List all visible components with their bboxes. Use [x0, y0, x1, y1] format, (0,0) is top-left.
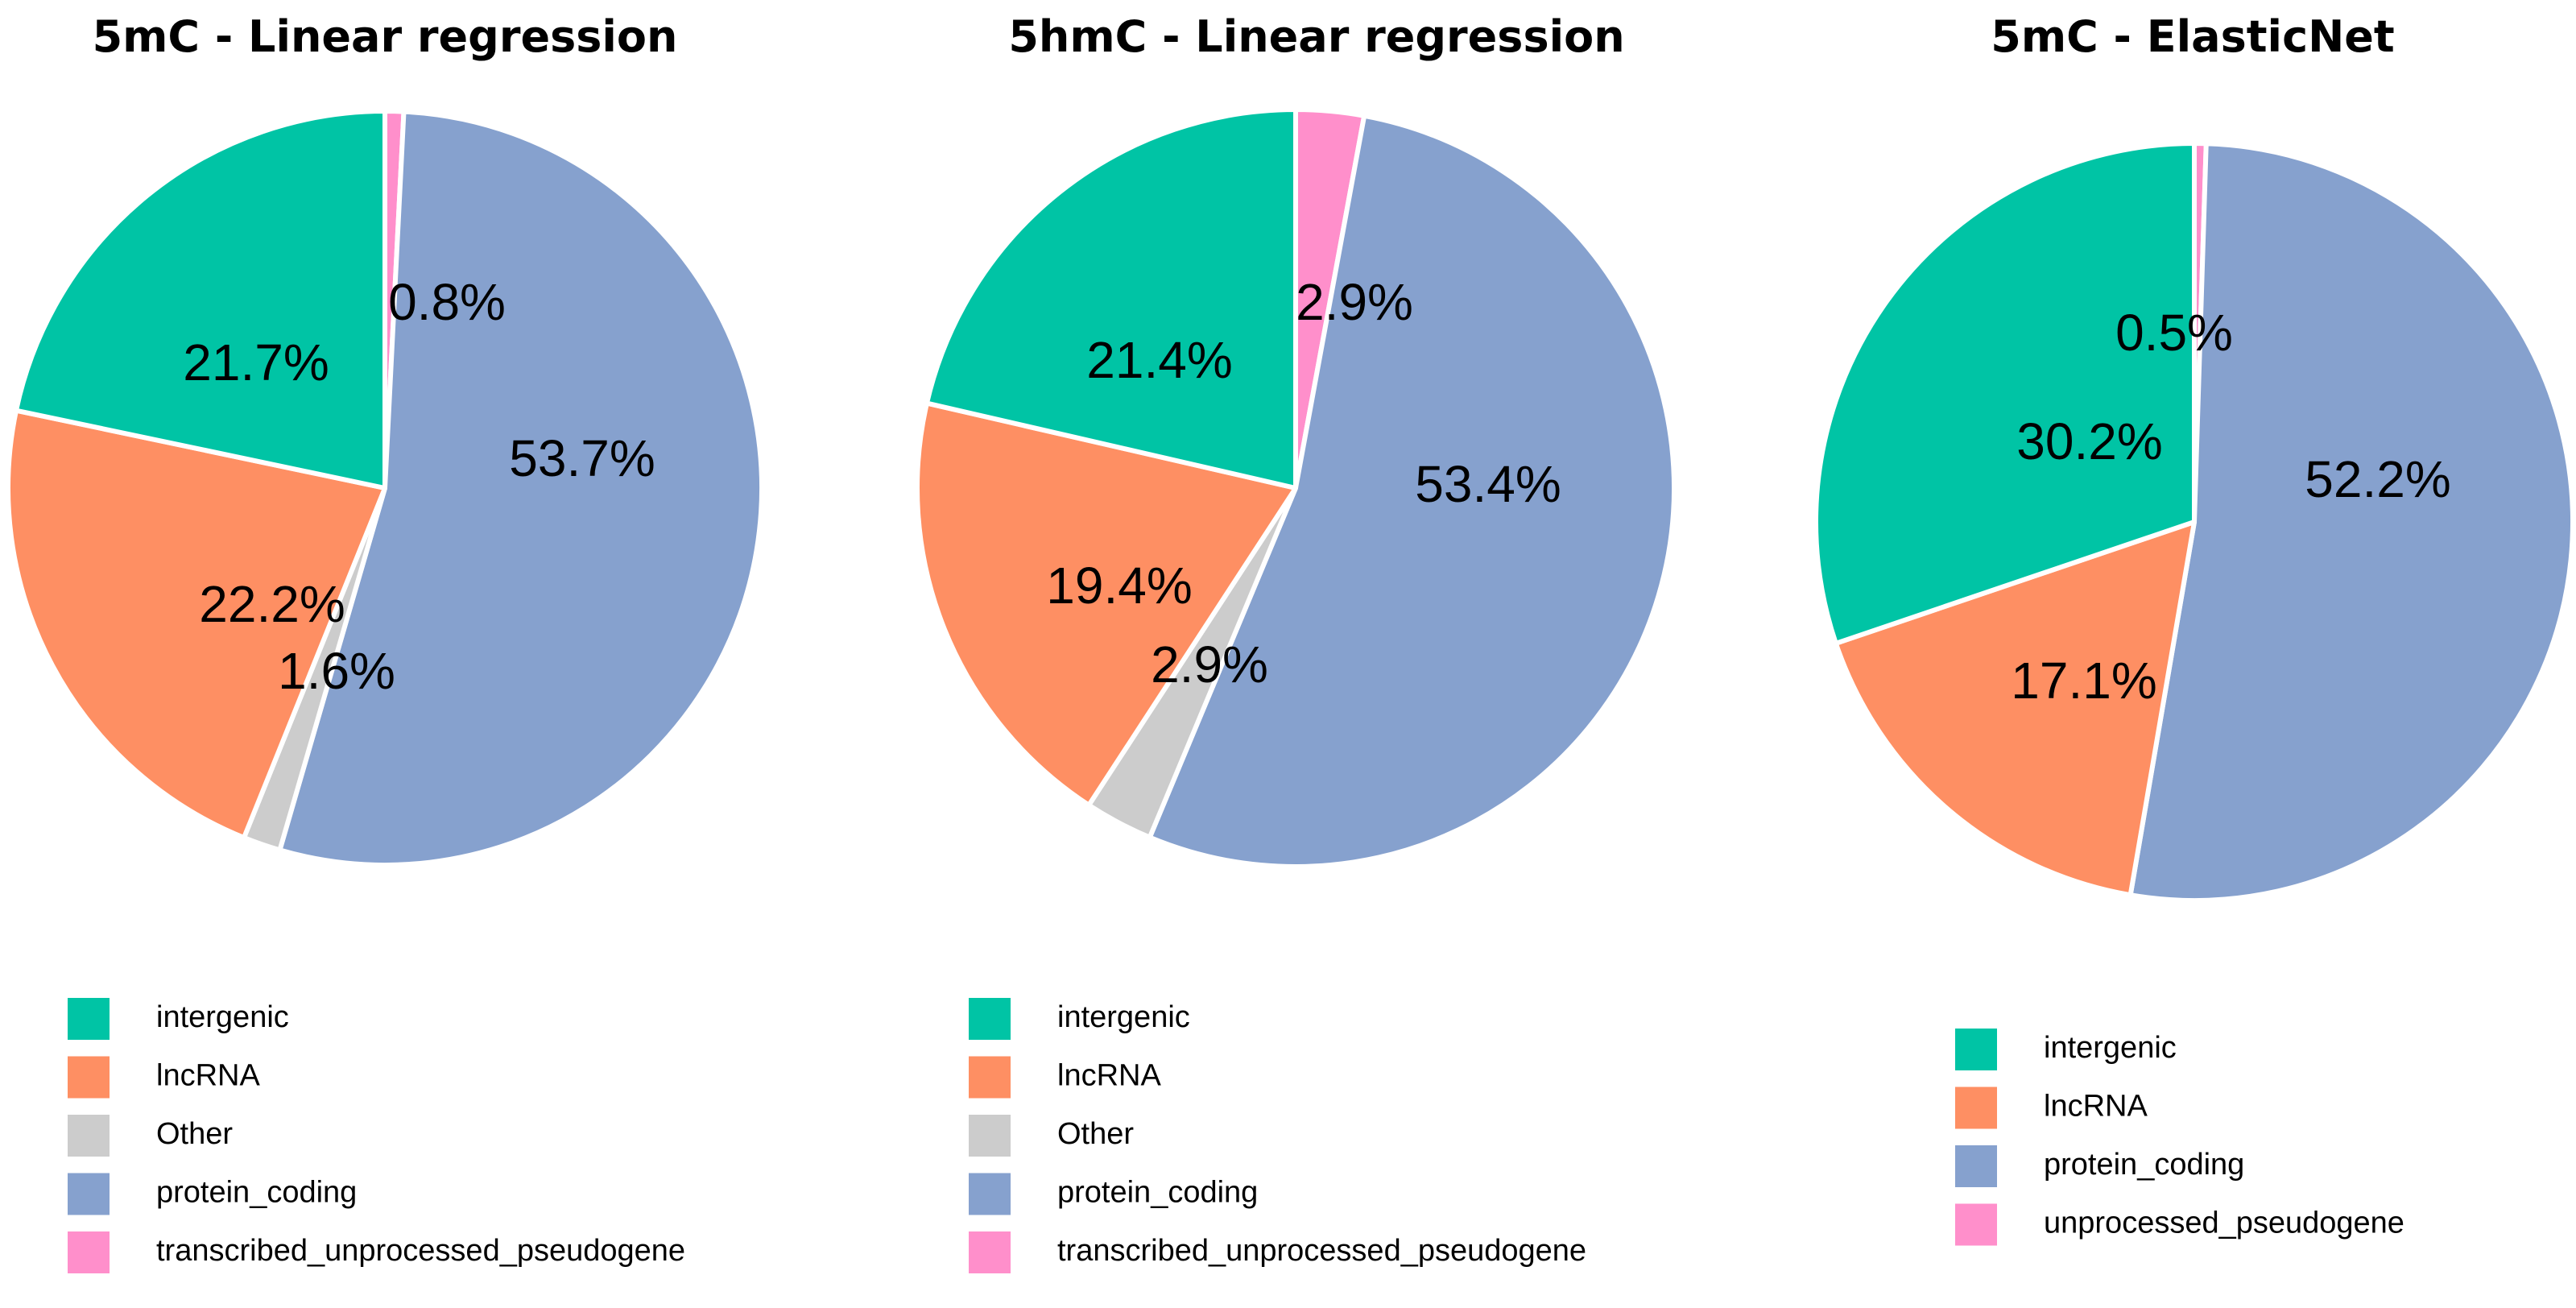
pie-slice-intergenic	[924, 107, 1298, 490]
slice-percent-label: 52.2%	[2305, 450, 2450, 508]
legend-swatch	[68, 1115, 110, 1157]
slice-percent-label: 17.1%	[2011, 652, 2156, 710]
legend-swatch	[1955, 1203, 1997, 1246]
slice-percent-label: 19.4%	[1046, 557, 1192, 615]
legend-swatch	[969, 998, 1011, 1040]
chart-title: 5hmC - Linear regression	[1008, 11, 1624, 62]
legend-swatch	[68, 1056, 110, 1099]
legend-label: transcribed_unprocessed_pseudogene	[1057, 1234, 1586, 1268]
pie-slice-protein-coding	[2127, 141, 2575, 903]
pie-slice-intergenic	[14, 109, 387, 490]
legend-swatch	[969, 1115, 1011, 1157]
legend: intergenic lncRNA Other protein_codingtrans…	[68, 998, 685, 1273]
pie-slice-protein-coding	[1147, 113, 1677, 869]
legend-label: Other	[156, 1117, 233, 1151]
slice-percent-label: 1.6%	[278, 642, 395, 700]
legend-swatch	[969, 1173, 1011, 1215]
legend-swatch	[68, 998, 110, 1040]
pie-panel-1: 5mC - Linear regression 0.8% 53.7% 1.6% 22.2…	[6, 11, 764, 1273]
legend-swatch	[1955, 1087, 1997, 1129]
pie-slice-intergenic	[1813, 141, 2197, 646]
pie-slice-lncrna	[914, 400, 1298, 808]
slice-percent-label: 21.4%	[1086, 331, 1232, 389]
pie-panel-3: 5mC - ElasticNet 0.5% 52.2% 17.1% 30.2% inter…	[1813, 11, 2575, 1246]
slice-percent-label: 21.7%	[183, 333, 329, 391]
legend-label: transcribed_unprocessed_pseudogene	[156, 1234, 685, 1268]
legend: intergenic lncRNA protein_coding unprocesse…	[1955, 1029, 2404, 1246]
legend-label: lncRNA	[1057, 1059, 1161, 1093]
slice-percent-label: 2.9%	[1151, 635, 1268, 693]
legend-label: intergenic	[156, 1000, 289, 1034]
legend-label: protein_coding	[156, 1176, 357, 1210]
legend-swatch	[1955, 1029, 1997, 1070]
slice-percent-label: 22.2%	[199, 575, 345, 633]
pie-slice-protein-coding	[277, 109, 764, 867]
slice-percent-label: 53.7%	[509, 429, 655, 487]
legend: intergenic lncRNA Other protein_codingtrans…	[969, 998, 1586, 1273]
slice-percent-label: 53.4%	[1415, 455, 1561, 513]
legend-swatch	[969, 1056, 1011, 1099]
legend-swatch	[68, 1231, 110, 1273]
slice-percent-label: 30.2%	[2016, 412, 2162, 470]
legend-swatch	[68, 1173, 110, 1215]
legend-label: lncRNA	[2044, 1090, 2148, 1124]
legend-label: intergenic	[1057, 1000, 1190, 1034]
legend-label: intergenic	[2044, 1031, 2177, 1065]
legend-label: protein_coding	[2044, 1148, 2244, 1182]
legend-label: lncRNA	[156, 1059, 260, 1093]
pie-panel-2: 5hmC - Linear regression 2.9% 53.4% 2.9% 19.…	[914, 11, 1677, 1273]
legend-label: Other	[1057, 1117, 1134, 1151]
pie-slice-lncrna	[6, 408, 387, 841]
slice-percent-label: 0.5%	[2115, 304, 2233, 362]
legend-swatch	[969, 1231, 1011, 1273]
legend-swatch	[1955, 1145, 1997, 1187]
legend-label: protein_coding	[1057, 1176, 1258, 1210]
chart-title: 5mC - Linear regression	[93, 11, 678, 62]
slice-percent-label: 0.8%	[388, 273, 506, 331]
slice-percent-label: 2.9%	[1296, 273, 1413, 331]
chart-title: 5mC - ElasticNet	[1991, 11, 2394, 62]
legend-label: unprocessed_pseudogene	[2044, 1207, 2404, 1240]
